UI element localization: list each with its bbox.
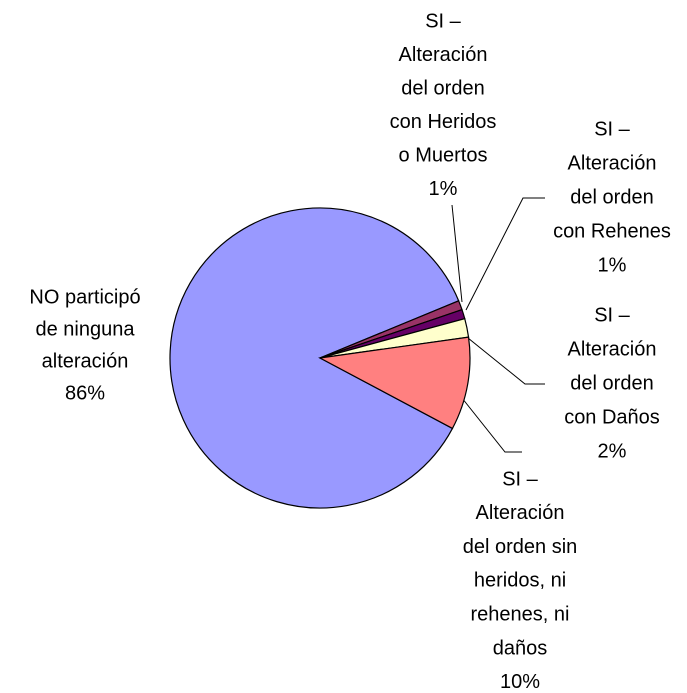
data-label: NO participó de ninguna alteración 86%	[29, 286, 140, 404]
leader-line	[467, 337, 545, 385]
pie-slice	[318, 336, 471, 430]
label-line: del orden	[570, 372, 653, 394]
label-line: Alteración	[476, 502, 565, 524]
data-label: SI – Alteración del orden sin heridos, ni re…	[463, 468, 578, 693]
label-line: alteración	[42, 350, 129, 372]
label-line: del orden sin	[463, 536, 578, 558]
label-line: SI –	[594, 118, 630, 140]
label-line: SI –	[502, 468, 538, 490]
label-line: con Daños	[564, 406, 660, 428]
value-label: 2%	[598, 440, 627, 462]
label-line: del orden	[570, 186, 653, 208]
label-line: NO participó	[29, 286, 140, 308]
label-line: rehenes, ni	[471, 603, 570, 625]
label-line: SI –	[594, 304, 630, 326]
label-line: con Heridos	[390, 111, 497, 133]
data-label: SI – Alteración del orden con Daños 2%	[564, 304, 660, 462]
data-label: SI – Alteración del orden con Heridos o Muer…	[390, 10, 497, 200]
leader-line	[465, 197, 545, 311]
label-line: SI –	[425, 10, 461, 32]
value-label: 1%	[598, 254, 627, 276]
label-line: del orden	[401, 77, 484, 99]
label-line: Alteración	[568, 152, 657, 174]
label-line: o Muertos	[399, 144, 488, 166]
leader-line	[451, 204, 463, 303]
label-line: heridos, ni	[474, 570, 566, 592]
label-line: Alteración	[399, 44, 488, 66]
pie-slice	[169, 207, 460, 509]
leader-line	[461, 397, 522, 453]
label-line: daños	[493, 637, 548, 659]
label-line: con Rehenes	[553, 220, 671, 242]
value-label: 10%	[500, 671, 540, 693]
value-label: 86%	[65, 382, 105, 404]
label-line: Alteración	[568, 338, 657, 360]
data-label: SI – Alteración del orden con Rehenes 1%	[553, 118, 671, 276]
label-line: de ninguna	[36, 318, 136, 340]
value-label: 1%	[429, 178, 458, 200]
